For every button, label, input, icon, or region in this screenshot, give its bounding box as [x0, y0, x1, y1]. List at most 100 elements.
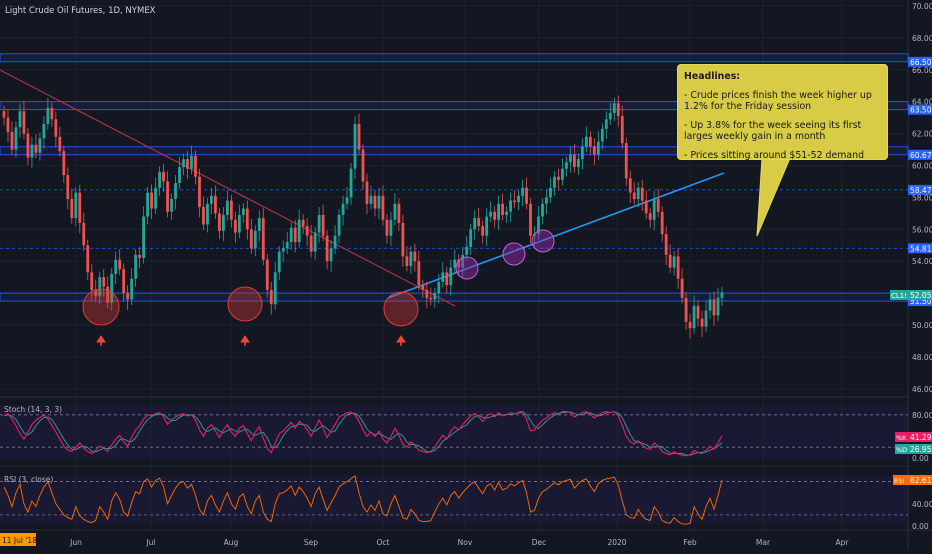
- candle-body: [162, 171, 165, 182]
- candle-body: [221, 214, 225, 231]
- candle-body: [277, 251, 281, 273]
- trend-touch-circle: [455, 256, 479, 280]
- time-tick-label: Nov: [458, 538, 473, 547]
- level-badge: [908, 243, 932, 254]
- candle-body: [377, 195, 381, 209]
- stoch-title: Stoch (14, 3, 3): [4, 405, 62, 414]
- candle-body: [273, 272, 277, 305]
- stoch-tick-label: 0.00: [912, 454, 929, 463]
- candle-body: [62, 151, 66, 176]
- candle-body: [257, 218, 261, 231]
- candle-body: [297, 219, 301, 243]
- candle-body: [42, 124, 46, 139]
- candle-body: [449, 267, 453, 286]
- candle-body: [688, 321, 692, 329]
- candle-body: [82, 222, 86, 246]
- support-circle: [383, 291, 419, 327]
- candle-body: [241, 208, 245, 215]
- candle-body: [533, 234, 536, 236]
- candle-body: [381, 195, 385, 220]
- up-arrow-icon: [396, 335, 406, 346]
- candle-body: [413, 251, 417, 262]
- downtrend-line: [0, 69, 456, 307]
- candle-body: [34, 144, 38, 153]
- time-tick-label: Oct: [377, 538, 390, 547]
- rsi-badge: RSI 82.61: [893, 475, 932, 485]
- candle-body: [353, 124, 357, 169]
- candle-body: [569, 154, 572, 163]
- candle-body: [253, 230, 257, 249]
- candle-body: [229, 200, 233, 220]
- candle-body: [154, 187, 157, 209]
- candle-body: [261, 218, 265, 260]
- candle-body: [509, 200, 512, 212]
- candle-body: [640, 187, 644, 201]
- candle-body: [668, 254, 672, 268]
- rsi-band: [0, 476, 908, 524]
- stoch-tick-label: 80.00: [912, 411, 932, 420]
- candle-body: [6, 117, 10, 133]
- candle-body: [441, 272, 445, 282]
- candle-body: [437, 281, 441, 294]
- svg-text:26.95: 26.95: [910, 445, 932, 454]
- svg-text:82.61: 82.61: [910, 476, 932, 485]
- candle-body: [166, 181, 169, 212]
- time-axis[interactable]: Jun Jul Aug Sep Oct Nov Dec 2020 Feb Mar Apr: [69, 538, 849, 547]
- candle-body: [393, 203, 397, 220]
- candle-body: [608, 112, 612, 120]
- candle-body: [10, 132, 14, 150]
- stoch-band: [0, 405, 908, 459]
- candle-body: [114, 259, 118, 274]
- headlines-callout[interactable]: Headlines: - Crude prices finish the wee…: [677, 64, 888, 172]
- level-badge-label: 58.47: [910, 186, 932, 195]
- support-circle: [227, 286, 263, 322]
- candle-body: [421, 285, 425, 290]
- candle-body: [293, 227, 297, 243]
- candle-body: [333, 235, 337, 249]
- stoch-k-line: [3, 410, 723, 457]
- time-tick-label: Aug: [224, 538, 239, 547]
- candle-body: [712, 299, 716, 316]
- price-tick-label: 46.00: [912, 385, 932, 394]
- candle-body: [285, 242, 289, 249]
- candle-body: [2, 111, 6, 118]
- time-tick-label: Sep: [304, 538, 318, 547]
- candle-body: [716, 297, 720, 316]
- candle-body: [696, 305, 700, 319]
- candle-body: [301, 219, 305, 227]
- stoch-k-badge: %K 41.29: [895, 432, 932, 442]
- price-tick-label: 58.00: [912, 193, 932, 202]
- candle-body: [90, 272, 94, 290]
- candle-body: [46, 108, 50, 125]
- candle-body: [146, 192, 149, 217]
- candle-body: [577, 159, 580, 168]
- candle-body: [561, 168, 564, 180]
- price-tick-label: 66.00: [912, 66, 932, 75]
- candle-body: [584, 136, 588, 147]
- time-tick-label: Mar: [756, 538, 771, 547]
- level-badge-label: 63.50: [910, 106, 932, 115]
- candle-body: [684, 297, 688, 322]
- candle-body: [134, 254, 138, 279]
- candle-body: [493, 211, 497, 220]
- candle-body: [186, 159, 189, 169]
- candle-body: [720, 292, 724, 298]
- candle-body: [225, 200, 229, 215]
- candle-body: [537, 216, 540, 235]
- candle-body: [313, 232, 317, 252]
- candle-body: [477, 218, 481, 227]
- candle-body: [269, 289, 273, 305]
- support-circle: [82, 288, 120, 326]
- candle-body: [265, 259, 269, 290]
- candle-body: [190, 155, 193, 169]
- candle-body: [481, 226, 485, 236]
- price-tick-label: 48.00: [912, 353, 932, 362]
- candle-body: [158, 171, 161, 188]
- time-tick-label: Feb: [683, 538, 697, 547]
- candle-body: [389, 219, 393, 236]
- time-tick-label: Jul: [145, 538, 155, 547]
- level-badge: [908, 184, 932, 195]
- candle-body: [565, 162, 568, 169]
- candle-body: [325, 235, 329, 262]
- candle-body: [592, 146, 596, 155]
